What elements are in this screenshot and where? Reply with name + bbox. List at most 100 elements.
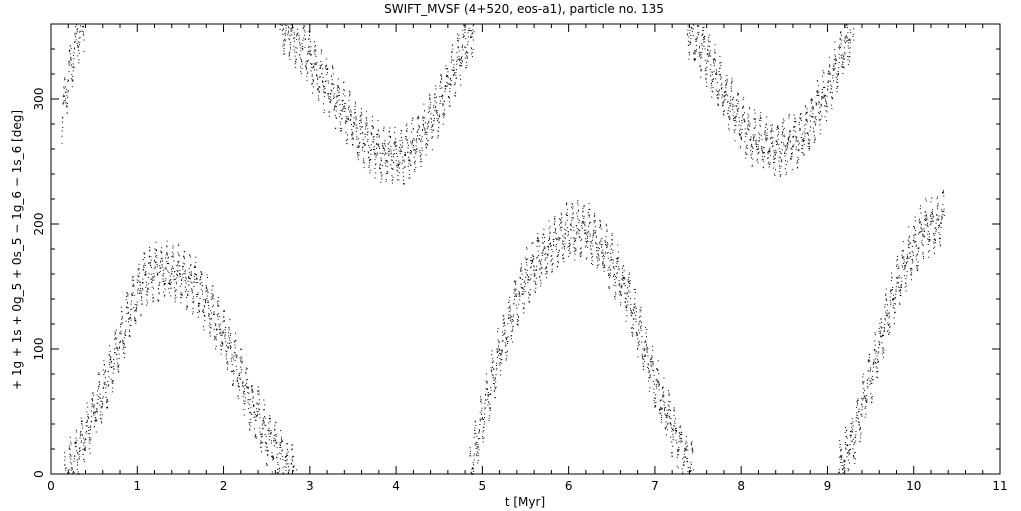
scatter-point: [465, 61, 467, 63]
scatter-point: [827, 81, 829, 83]
scatter-point: [670, 410, 671, 412]
scatter-point: [488, 418, 490, 420]
scatter-point: [517, 324, 519, 326]
scatter-point: [285, 467, 287, 469]
scatter-point: [615, 258, 617, 260]
scatter-point: [478, 449, 480, 451]
scatter-point: [790, 131, 791, 133]
scatter-point: [509, 306, 511, 308]
scatter-point: [512, 325, 514, 327]
scatter-point: [672, 429, 673, 430]
scatter-point: [224, 332, 226, 334]
scatter-point: [404, 155, 406, 156]
scatter-point: [392, 153, 394, 155]
scatter-point: [640, 329, 642, 331]
scatter-point: [83, 447, 85, 449]
scatter-point: [289, 58, 291, 60]
scatter-point: [628, 290, 630, 292]
scatter-point: [296, 33, 298, 35]
scatter-point: [357, 145, 359, 147]
scatter-point: [720, 62, 722, 63]
scatter-point: [544, 237, 546, 238]
scatter-point: [841, 457, 843, 459]
scatter-point: [722, 104, 724, 106]
scatter-point: [461, 45, 463, 47]
scatter-point: [855, 436, 856, 438]
scatter-point: [84, 438, 86, 440]
scatter-point: [612, 243, 614, 245]
scatter-point: [435, 107, 437, 109]
scatter-point: [478, 432, 480, 434]
scatter-point: [470, 471, 472, 473]
scatter-point: [290, 24, 292, 26]
scatter-point: [583, 221, 585, 223]
scatter-point: [338, 86, 339, 88]
scatter-point: [408, 169, 410, 171]
scatter-point: [380, 157, 382, 159]
scatter-point: [79, 447, 81, 449]
scatter-point: [363, 158, 365, 160]
scatter-point: [830, 73, 832, 75]
scatter-point: [331, 83, 333, 85]
scatter-point: [776, 127, 778, 129]
scatter-point: [571, 229, 572, 231]
scatter-point: [491, 354, 493, 356]
scatter-point: [121, 316, 123, 318]
scatter-point: [252, 401, 254, 403]
scatter-point: [853, 443, 855, 445]
scatter-point: [637, 345, 639, 347]
scatter-point: [810, 110, 812, 112]
scatter-point: [616, 272, 618, 274]
scatter-point: [236, 369, 238, 371]
scatter-point: [609, 275, 611, 277]
scatter-point: [208, 313, 210, 315]
scatter-point: [64, 100, 66, 101]
scatter-point: [205, 302, 206, 304]
scatter-point: [640, 315, 642, 317]
scatter-point: [423, 117, 425, 119]
scatter-point: [750, 154, 752, 156]
scatter-point: [835, 62, 837, 64]
scatter-point: [169, 275, 171, 277]
scatter-point: [542, 237, 544, 239]
scatter-point: [330, 99, 332, 101]
scatter-point: [320, 61, 322, 62]
scatter-point: [809, 130, 811, 132]
scatter-point: [386, 171, 388, 173]
scatter-point: [195, 278, 197, 280]
scatter-point: [577, 204, 579, 206]
scatter-point: [600, 241, 602, 243]
scatter-point: [304, 26, 306, 28]
scatter-point: [476, 446, 478, 448]
scatter-point: [560, 230, 562, 232]
scatter-point: [599, 223, 601, 225]
scatter-point: [373, 136, 375, 137]
scatter-point: [670, 424, 672, 426]
scatter-point: [783, 127, 785, 129]
scatter-point: [663, 410, 665, 412]
scatter-point: [61, 130, 63, 132]
scatter-point: [736, 109, 738, 111]
scatter-point: [819, 133, 821, 135]
scatter-point: [199, 279, 201, 281]
scatter-point: [83, 50, 85, 52]
scatter-point: [128, 318, 130, 320]
scatter-point: [148, 255, 150, 257]
scatter-point: [150, 278, 152, 280]
scatter-point: [291, 448, 293, 450]
scatter-point: [389, 127, 391, 129]
scatter-point: [310, 54, 312, 55]
scatter-point: [754, 127, 756, 129]
scatter-point: [194, 278, 196, 280]
scatter-point: [174, 298, 176, 300]
scatter-point: [770, 131, 772, 133]
scatter-point: [265, 425, 267, 427]
scatter-point: [767, 157, 769, 159]
scatter-point: [365, 126, 367, 128]
scatter-point: [283, 48, 285, 49]
scatter-point: [758, 137, 760, 139]
scatter-point: [502, 339, 504, 341]
scatter-point: [837, 71, 839, 72]
scatter-point: [370, 132, 372, 134]
scatter-point: [364, 128, 366, 130]
